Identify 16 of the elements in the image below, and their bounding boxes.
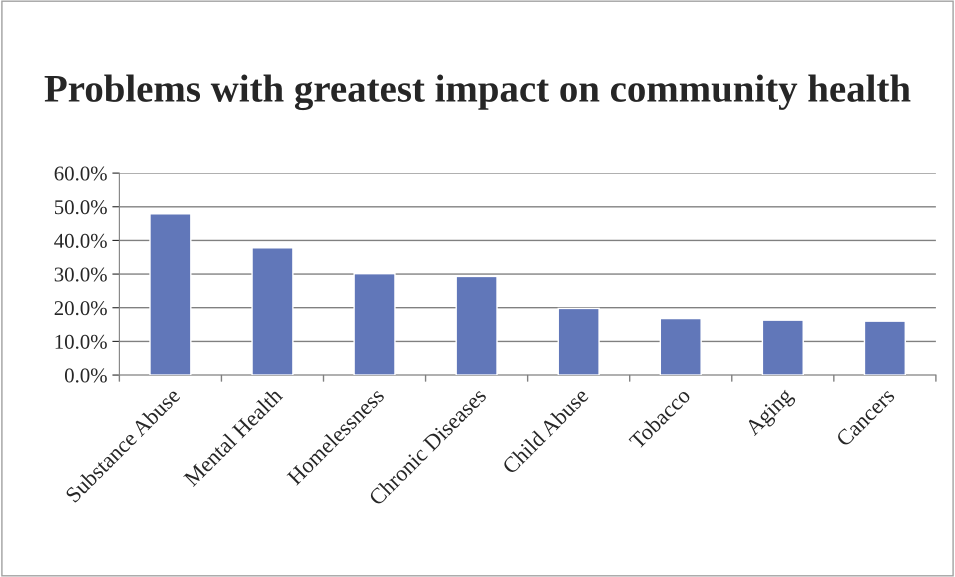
bar	[149, 213, 192, 376]
y-tick-label: 50.0%	[54, 200, 107, 214]
bar	[455, 276, 498, 376]
chart-title: Problems with greatest impact on community health	[44, 74, 910, 110]
bar	[353, 273, 396, 376]
bar	[762, 319, 804, 376]
bar	[558, 308, 600, 376]
y-tick-label: 10.0%	[56, 334, 107, 349]
bar	[660, 318, 702, 376]
bar	[864, 320, 906, 376]
y-tick-label: 60.0%	[54, 166, 107, 181]
y-tick-label: 20.0%	[54, 301, 107, 316]
y-tick-label: 30.0%	[54, 267, 107, 282]
y-tick-label: 40.0%	[54, 234, 107, 248]
bar	[251, 247, 294, 376]
y-tick-label: 0.0%	[64, 368, 107, 383]
